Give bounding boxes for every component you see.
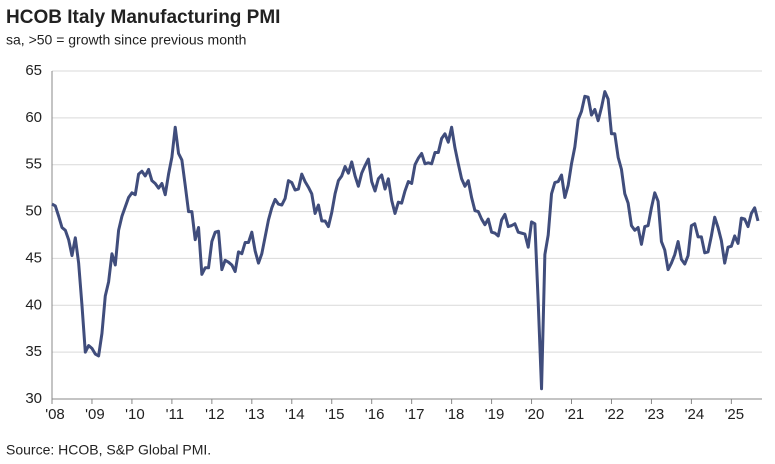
x-tick-label: '24 (685, 406, 705, 423)
x-tick-label: '16 (365, 406, 385, 423)
x-tick-label: '11 (166, 406, 184, 423)
x-tick-label: '25 (725, 406, 745, 423)
source-note: Source: HCOB, S&P Global PMI. (6, 442, 211, 458)
y-tick-label: 35 (25, 343, 42, 360)
y-tick-label: 60 (25, 109, 42, 126)
y-tick-label: 65 (25, 62, 42, 79)
x-tick-label: '14 (285, 406, 305, 423)
x-tick-label: '08 (45, 406, 65, 423)
data-line (51, 90, 760, 391)
x-tick-label: '10 (125, 406, 145, 423)
x-tick-label: '22 (605, 406, 625, 423)
x-tick-label: '09 (85, 406, 105, 423)
x-tick-label: '17 (405, 406, 425, 423)
x-tick-label: '15 (325, 406, 345, 423)
y-tick-label: 30 (25, 390, 42, 407)
x-tick-label: '20 (525, 406, 545, 423)
x-tick-label: '21 (565, 406, 585, 423)
chart-title: HCOB Italy Manufacturing PMI (6, 7, 280, 28)
x-tick-label: '19 (485, 406, 505, 423)
y-tick-label: 40 (25, 296, 42, 313)
y-tick-label: 50 (25, 203, 42, 220)
x-tick-label: '12 (205, 406, 225, 423)
y-tick-label: 45 (25, 249, 42, 266)
x-tick-label: '13 (245, 406, 265, 423)
chart-subtitle: sa, >50 = growth since previous month (6, 32, 246, 48)
x-tick-label: '18 (445, 406, 465, 423)
y-tick-label: 55 (25, 156, 42, 173)
x-tick-label: '23 (645, 406, 665, 423)
